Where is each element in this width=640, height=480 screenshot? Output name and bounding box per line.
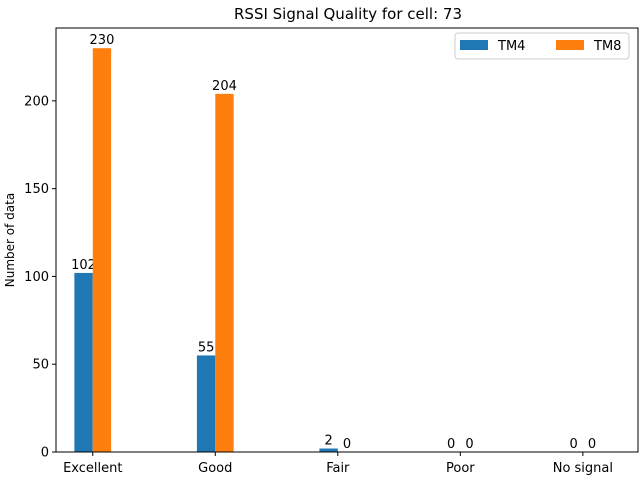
data-label: 2	[324, 433, 332, 448]
axes-frame	[55, 27, 639, 453]
data-label: 0	[343, 437, 351, 452]
bar-tm8-excellent	[92, 48, 112, 452]
y-tick-label: 0	[41, 446, 49, 461]
bar-tm8-good	[215, 93, 234, 453]
legend: TM4 TM8	[454, 32, 630, 60]
y-tick-label: 50	[32, 358, 49, 373]
data-label: 230	[90, 33, 115, 48]
legend-swatch-tm8	[556, 40, 584, 50]
x-tick-label: No signal	[553, 461, 613, 476]
bar-tm4-excellent	[74, 272, 93, 452]
x-tick-label: Excellent	[63, 461, 122, 476]
x-tick-label: Fair	[326, 461, 350, 476]
data-label: 0	[465, 437, 473, 452]
x-tick-label: Good	[198, 461, 232, 476]
chart-title: RSSI Signal Quality for cell: 73	[234, 5, 462, 23]
data-label: 0	[570, 437, 578, 452]
data-label: 0	[447, 437, 455, 452]
y-tick-label: 150	[24, 182, 49, 197]
data-label: 204	[212, 79, 237, 94]
bar-tm4-fair	[319, 448, 338, 452]
x-tick-label: Poor	[446, 461, 475, 476]
legend-label-tm8: TM8	[593, 39, 621, 54]
legend-box	[454, 32, 630, 60]
y-axis-label: Number of data	[3, 193, 17, 287]
data-label: 102	[71, 258, 96, 273]
legend-swatch-tm4	[460, 40, 488, 50]
y-tick-label: 100	[24, 270, 49, 285]
bar-tm4-good	[196, 355, 216, 452]
y-tick-label: 200	[24, 94, 49, 109]
legend-label-tm4: TM4	[497, 39, 525, 54]
data-label: 0	[588, 437, 596, 452]
data-label: 55	[198, 340, 215, 355]
